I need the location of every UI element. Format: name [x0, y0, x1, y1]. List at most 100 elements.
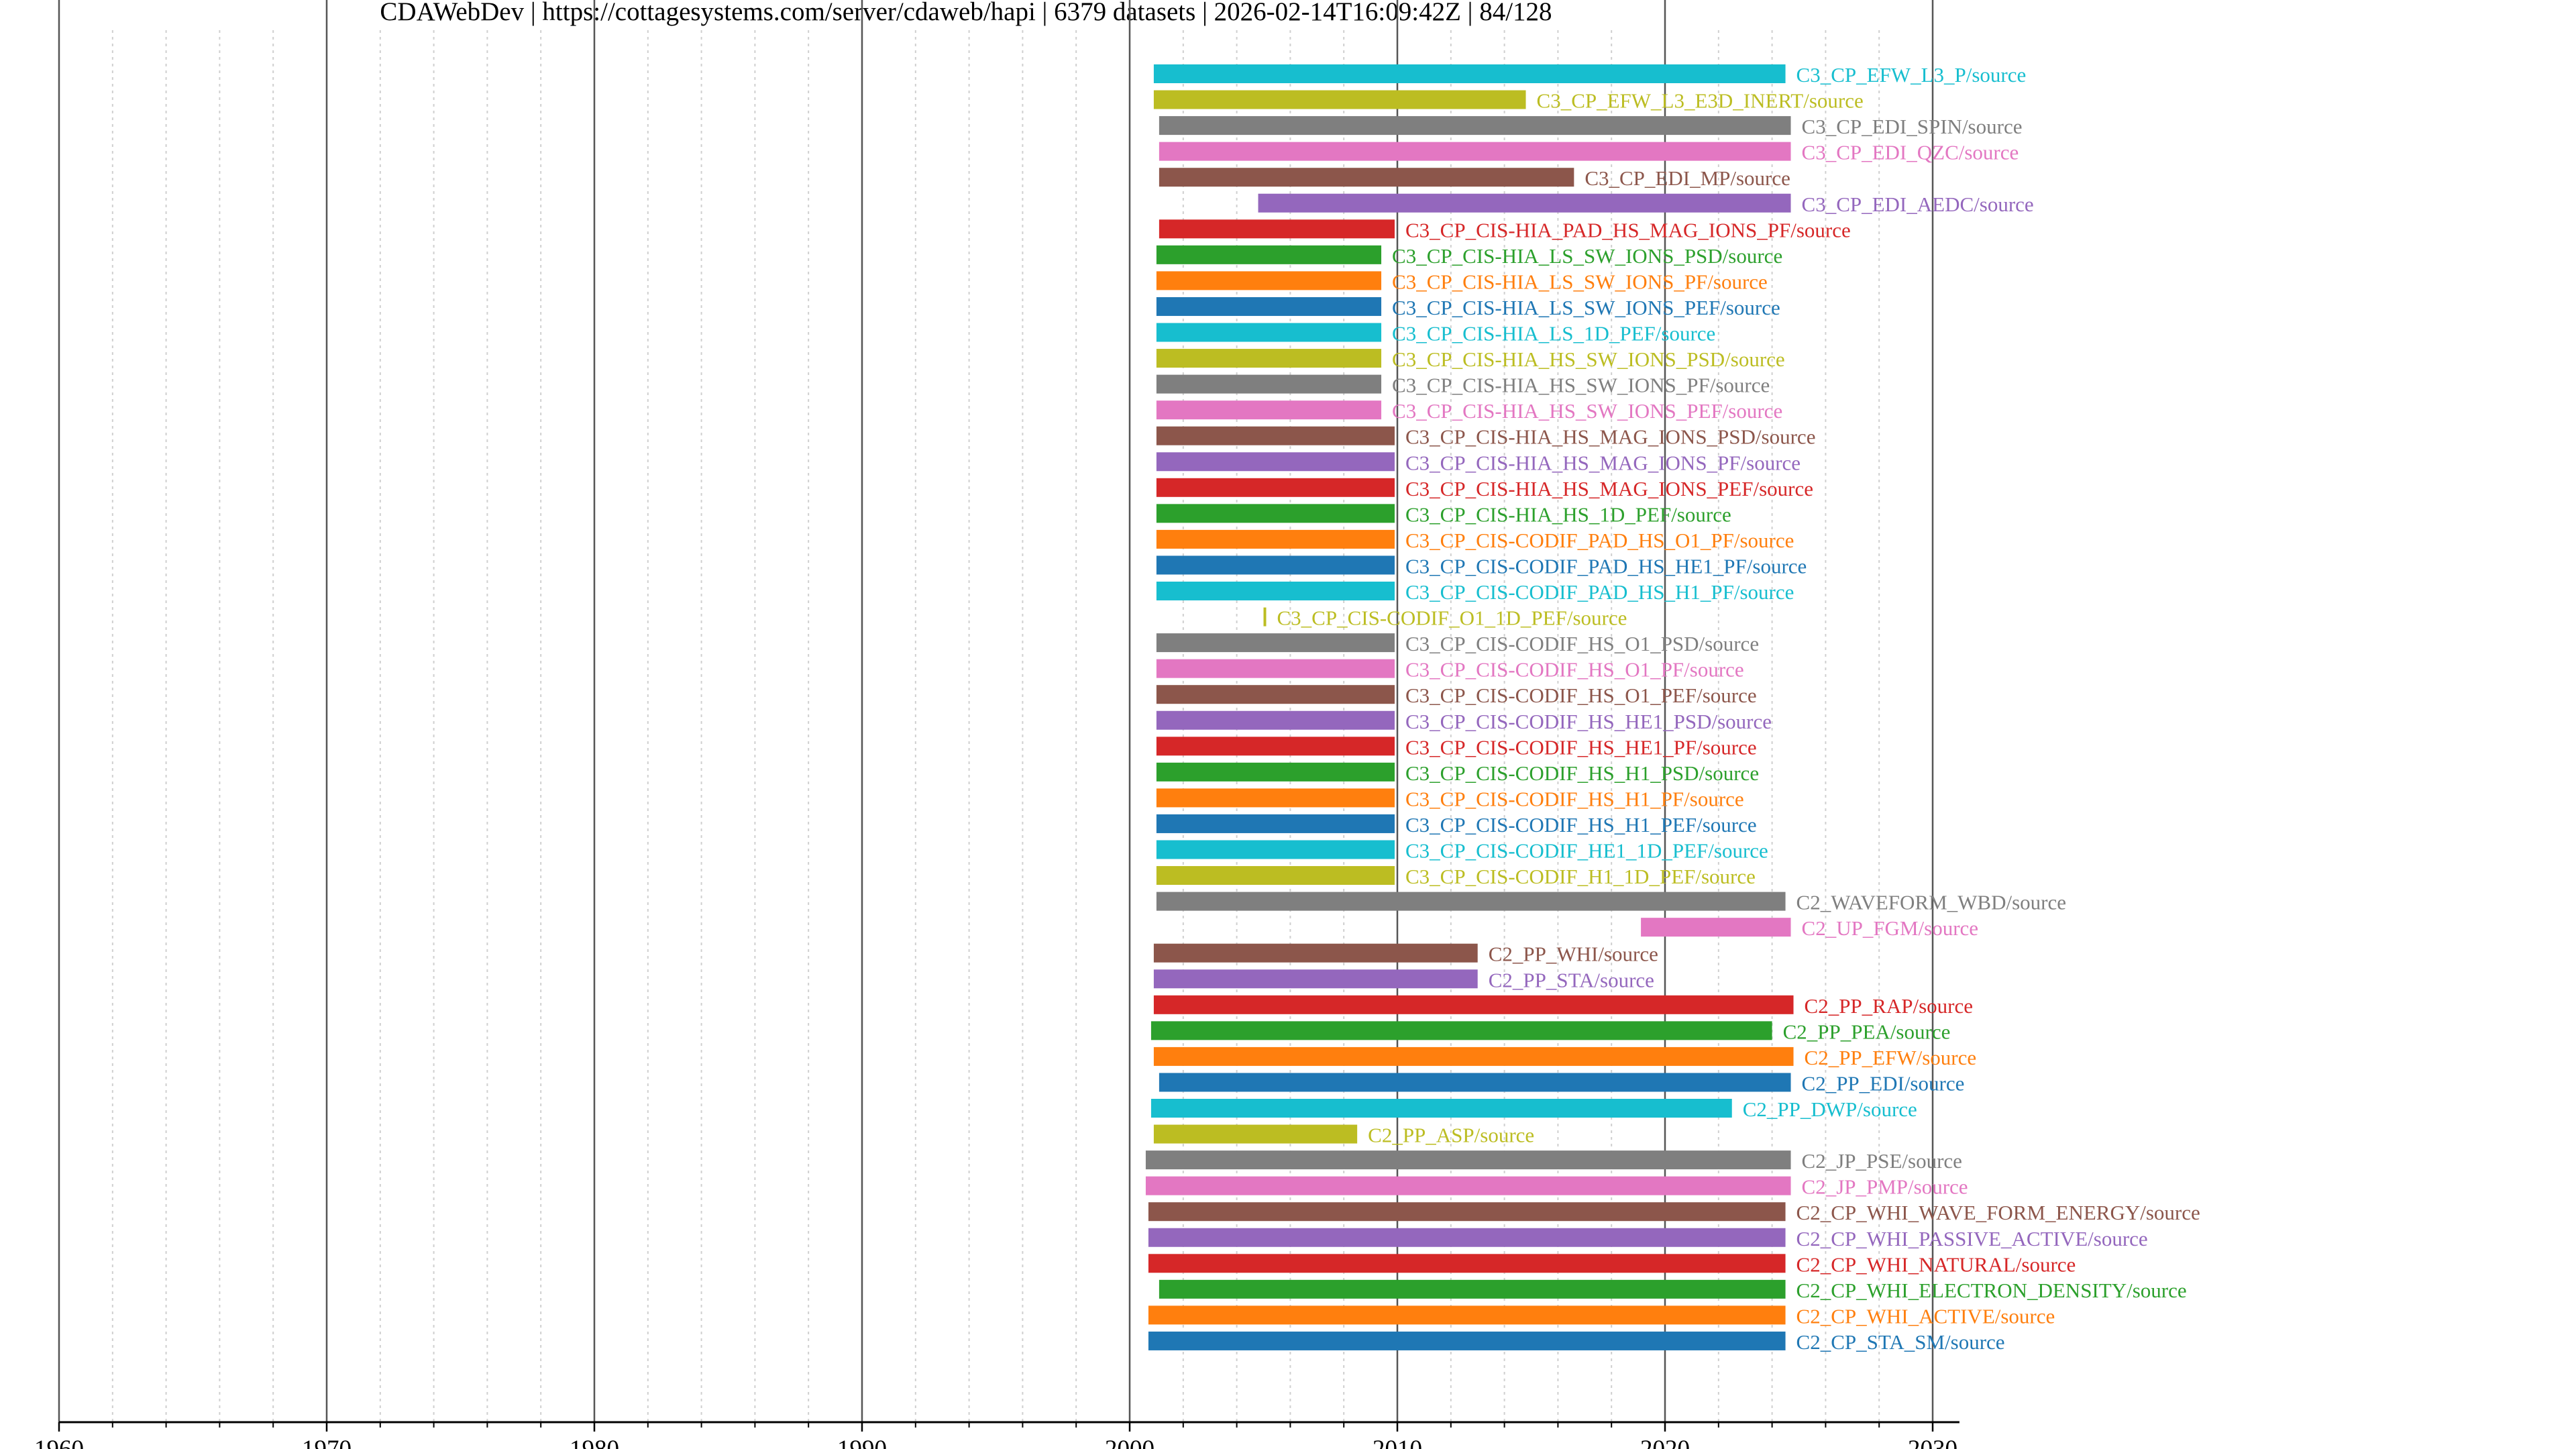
bar-c2-cp-whi-passive-active-source [1148, 1228, 1786, 1247]
tick-label-1970: 1970 [302, 1436, 352, 1449]
tick-label-2000: 2000 [1105, 1436, 1155, 1449]
bar-label-c3-cp-efw-l3-p-source: C3_CP_EFW_L3_P/source [1796, 63, 2027, 87]
bar-label-c3-cp-cis-hia-ls-sw-ions-psd-source: C3_CP_CIS-HIA_LS_SW_IONS_PSD/source [1392, 244, 1782, 268]
bar-c2-cp-whi-active-source [1148, 1305, 1786, 1325]
bar-label-c2-pp-whi-source: C2_PP_WHI/source [1489, 943, 1658, 966]
bar-label-c2-waveform-wbd-source: C2_WAVEFORM_WBD/source [1796, 891, 2066, 914]
tick-label-1980: 1980 [570, 1436, 619, 1449]
bar-c3-cp-edi-spin-source [1159, 116, 1791, 136]
bar-c3-cp-cis-codif-h1-1d-pef-source [1156, 866, 1395, 885]
bar-label-c2-jp-pse-source: C2_JP_PSE/source [1802, 1149, 1962, 1173]
bar-label-c2-pp-asp-source: C2_PP_ASP/source [1368, 1124, 1534, 1147]
bar-label-c2-pp-pea-source: C2_PP_PEA/source [1783, 1020, 1951, 1043]
bar-c3-cp-cis-codif-he1-1d-pef-source [1156, 840, 1395, 859]
bar-label-c3-cp-edi-aedc-source: C3_CP_EDI_AEDC/source [1802, 193, 2034, 216]
bar-label-c2-pp-edi-source: C2_PP_EDI/source [1802, 1071, 1965, 1095]
bar-label-c3-cp-cis-hia-hs-mag-ions-psd-source: C3_CP_CIS-HIA_HS_MAG_IONS_PSD/source [1405, 425, 1815, 449]
bar-c3-cp-cis-codif-hs-he1-psd-source [1156, 710, 1395, 730]
bar-label-c3-cp-cis-codif-he1-1d-pef-source: C3_CP_CIS-CODIF_HE1_1D_PEF/source [1405, 839, 1768, 863]
bar-c3-cp-cis-codif-hs-o1-psd-source [1156, 633, 1395, 653]
bar-c3-cp-cis-hia-hs-mag-ions-pf-source [1156, 452, 1395, 472]
bar-c3-cp-cis-codif-hs-h1-pf-source [1156, 788, 1395, 808]
bar-label-c3-cp-cis-codif-hs-h1-psd-source: C3_CP_CIS-CODIF_HS_H1_PSD/source [1405, 761, 1759, 785]
bar-label-c2-cp-whi-wave-form-energy-source: C2_CP_WHI_WAVE_FORM_ENERGY/source [1796, 1201, 2200, 1224]
bar-c2-cp-whi-wave-form-energy-source [1148, 1202, 1786, 1222]
bar-c3-cp-cis-hia-hs-sw-ions-psd-source [1156, 349, 1382, 368]
bar-label-c3-cp-cis-hia-ls-1d-pef-source: C3_CP_CIS-HIA_LS_1D_PEF/source [1392, 322, 1715, 345]
bar-label-c3-cp-cis-hia-hs-sw-ions-pef-source: C3_CP_CIS-HIA_HS_SW_IONS_PEF/source [1392, 399, 1782, 423]
bar-label-c3-cp-cis-hia-ls-sw-ions-pef-source: C3_CP_CIS-HIA_LS_SW_IONS_PEF/source [1392, 296, 1780, 319]
bar-label-c3-cp-cis-hia-pad-hs-mag-ions-pf-source: C3_CP_CIS-HIA_PAD_HS_MAG_IONS_PF/source [1405, 218, 1851, 241]
bar-label-c3-cp-cis-hia-hs-sw-ions-pf-source: C3_CP_CIS-HIA_HS_SW_IONS_PF/source [1392, 374, 1770, 397]
bar-c3-cp-cis-codif-pad-hs-he1-pf-source [1156, 555, 1395, 575]
bar-c3-cp-cis-codif-hs-he1-pf-source [1156, 737, 1395, 756]
bar-label-c2-cp-sta-sm-source: C2_CP_STA_SM/source [1796, 1330, 2005, 1354]
bar-c3-cp-cis-codif-pad-hs-o1-pf-source [1156, 529, 1395, 549]
bar-c2-jp-pse-source [1145, 1150, 1791, 1170]
bar-c3-cp-edi-mp-source [1159, 168, 1574, 187]
bar-c3-cp-cis-hia-hs-sw-ions-pef-source [1156, 400, 1382, 420]
bar-label-c3-cp-cis-codif-hs-h1-pef-source: C3_CP_CIS-CODIF_HS_H1_PEF/source [1405, 813, 1757, 837]
bar-c3-cp-cis-codif-hs-o1-pf-source [1156, 659, 1395, 678]
bar-c2-cp-whi-natural-source [1148, 1254, 1786, 1273]
bar-c2-cp-sta-sm-source [1148, 1331, 1786, 1350]
bar-label-c3-cp-edi-qzc-source: C3_CP_EDI_QZC/source [1802, 141, 2019, 164]
tick-label-2020: 2020 [1640, 1436, 1690, 1449]
bar-c2-pp-rap-source [1153, 995, 1794, 1014]
bar-c3-cp-cis-hia-hs-mag-ions-pef-source [1156, 478, 1395, 497]
bar-c3-cp-cis-hia-hs-1d-pef-source [1156, 504, 1395, 523]
bar-c3-cp-edi-qzc-source [1159, 142, 1791, 161]
tick-label-2030: 2030 [1908, 1436, 1957, 1449]
bar-c3-cp-cis-hia-ls-sw-ions-pf-source [1156, 271, 1382, 290]
bar-label-c2-cp-whi-passive-active-source: C2_CP_WHI_PASSIVE_ACTIVE/source [1796, 1227, 2148, 1250]
bar-label-c3-cp-cis-codif-h1-1d-pef-source: C3_CP_CIS-CODIF_H1_1D_PEF/source [1405, 865, 1756, 888]
bar-label-c2-pp-rap-source: C2_PP_RAP/source [1805, 994, 1973, 1018]
bar-c3-cp-cis-codif-pad-hs-h1-pf-source [1156, 582, 1395, 600]
bar-label-c3-cp-cis-hia-hs-1d-pef-source: C3_CP_CIS-HIA_HS_1D_PEF/source [1405, 502, 1731, 526]
bar-label-c2-cp-whi-natural-source: C2_CP_WHI_NATURAL/source [1796, 1252, 2076, 1276]
bar-label-c3-cp-cis-codif-hs-h1-pf-source: C3_CP_CIS-CODIF_HS_H1_PF/source [1405, 787, 1744, 810]
bar-label-c3-cp-cis-codif-hs-he1-pf-source: C3_CP_CIS-CODIF_HS_HE1_PF/source [1405, 735, 1757, 759]
bar-c2-pp-sta-source [1153, 969, 1478, 989]
tick-label-2010: 2010 [1373, 1436, 1422, 1449]
bar-c3-cp-cis-codif-hs-h1-pef-source [1156, 814, 1395, 833]
bar-label-c3-cp-cis-codif-o1-1d-pef-source: C3_CP_CIS-CODIF_O1_1D_PEF/source [1277, 606, 1627, 630]
bar-c3-cp-cis-codif-hs-h1-psd-source [1156, 762, 1395, 782]
bar-c3-cp-cis-codif-o1-1d-pef-source [1263, 607, 1267, 627]
bar-c3-cp-cis-hia-ls-sw-ions-pef-source [1156, 297, 1382, 316]
bar-label-c3-cp-cis-hia-hs-sw-ions-psd-source: C3_CP_CIS-HIA_HS_SW_IONS_PSD/source [1392, 347, 1785, 371]
x-axis: 1960 1970 1980 1990 2000 2010 2020 2030 [34, 1421, 1960, 1449]
bar-c3-cp-cis-hia-pad-hs-mag-ions-pf-source [1159, 219, 1395, 239]
bar-label-c3-cp-cis-codif-pad-hs-o1-pf-source: C3_CP_CIS-CODIF_PAD_HS_O1_PF/source [1405, 529, 1794, 552]
bar-label-c2-pp-efw-source: C2_PP_EFW/source [1805, 1046, 1977, 1069]
bar-label-c2-pp-sta-source: C2_PP_STA/source [1489, 968, 1654, 991]
bar-c2-pp-asp-source [1153, 1124, 1358, 1144]
tick-label-1960: 1960 [34, 1436, 84, 1449]
bar-label-c3-cp-cis-hia-hs-mag-ions-pf-source: C3_CP_CIS-HIA_HS_MAG_IONS_PF/source [1405, 451, 1801, 474]
bar-c3-cp-edi-aedc-source [1258, 193, 1791, 213]
bar-label-c3-cp-cis-codif-pad-hs-h1-pf-source: C3_CP_CIS-CODIF_PAD_HS_H1_PF/source [1405, 580, 1794, 604]
bar-c3-cp-efw-l3-p-source [1153, 64, 1786, 83]
bar-c2-pp-edi-source [1159, 1073, 1791, 1092]
tick-label-1990: 1990 [837, 1436, 887, 1449]
chart-title: CDAWebDev | https://cottagesystems.com/s… [380, 0, 1552, 26]
bar-label-c2-cp-whi-active-source: C2_CP_WHI_ACTIVE/source [1796, 1304, 2055, 1328]
bar-c3-cp-cis-hia-ls-1d-pef-source [1156, 323, 1382, 342]
bar-label-c3-cp-cis-hia-ls-sw-ions-pf-source: C3_CP_CIS-HIA_LS_SW_IONS_PF/source [1392, 270, 1768, 293]
bar-c3-cp-efw-l3-e3d-inert-source [1153, 90, 1526, 109]
bar-c2-pp-dwp-source [1150, 1099, 1732, 1118]
bar-label-c3-cp-cis-codif-hs-he1-psd-source: C3_CP_CIS-CODIF_HS_HE1_PSD/source [1405, 710, 1772, 733]
bar-c3-cp-cis-codif-hs-o1-pef-source [1156, 685, 1395, 704]
bar-c2-jp-pmp-source [1145, 1176, 1791, 1195]
bars: C3_CP_EFW_L3_P/sourceC3_CP_EFW_L3_E3D_IN… [1145, 63, 2200, 1354]
bar-label-c3-cp-cis-hia-hs-mag-ions-pef-source: C3_CP_CIS-HIA_HS_MAG_IONS_PEF/source [1405, 477, 1813, 500]
bar-label-c3-cp-edi-mp-source: C3_CP_EDI_MP/source [1585, 166, 1790, 190]
bar-c2-waveform-wbd-source [1156, 892, 1786, 911]
bar-label-c3-cp-cis-codif-hs-o1-pf-source: C3_CP_CIS-CODIF_HS_O1_PF/source [1405, 658, 1744, 682]
bar-c2-cp-whi-electron-density-source [1159, 1279, 1786, 1299]
bar-c3-cp-cis-hia-hs-sw-ions-pf-source [1156, 374, 1382, 394]
bar-c2-pp-whi-source [1153, 943, 1478, 963]
bar-c2-pp-pea-source [1150, 1021, 1772, 1040]
bar-label-c3-cp-efw-l3-e3d-inert-source: C3_CP_EFW_L3_E3D_INERT/source [1537, 89, 1864, 113]
